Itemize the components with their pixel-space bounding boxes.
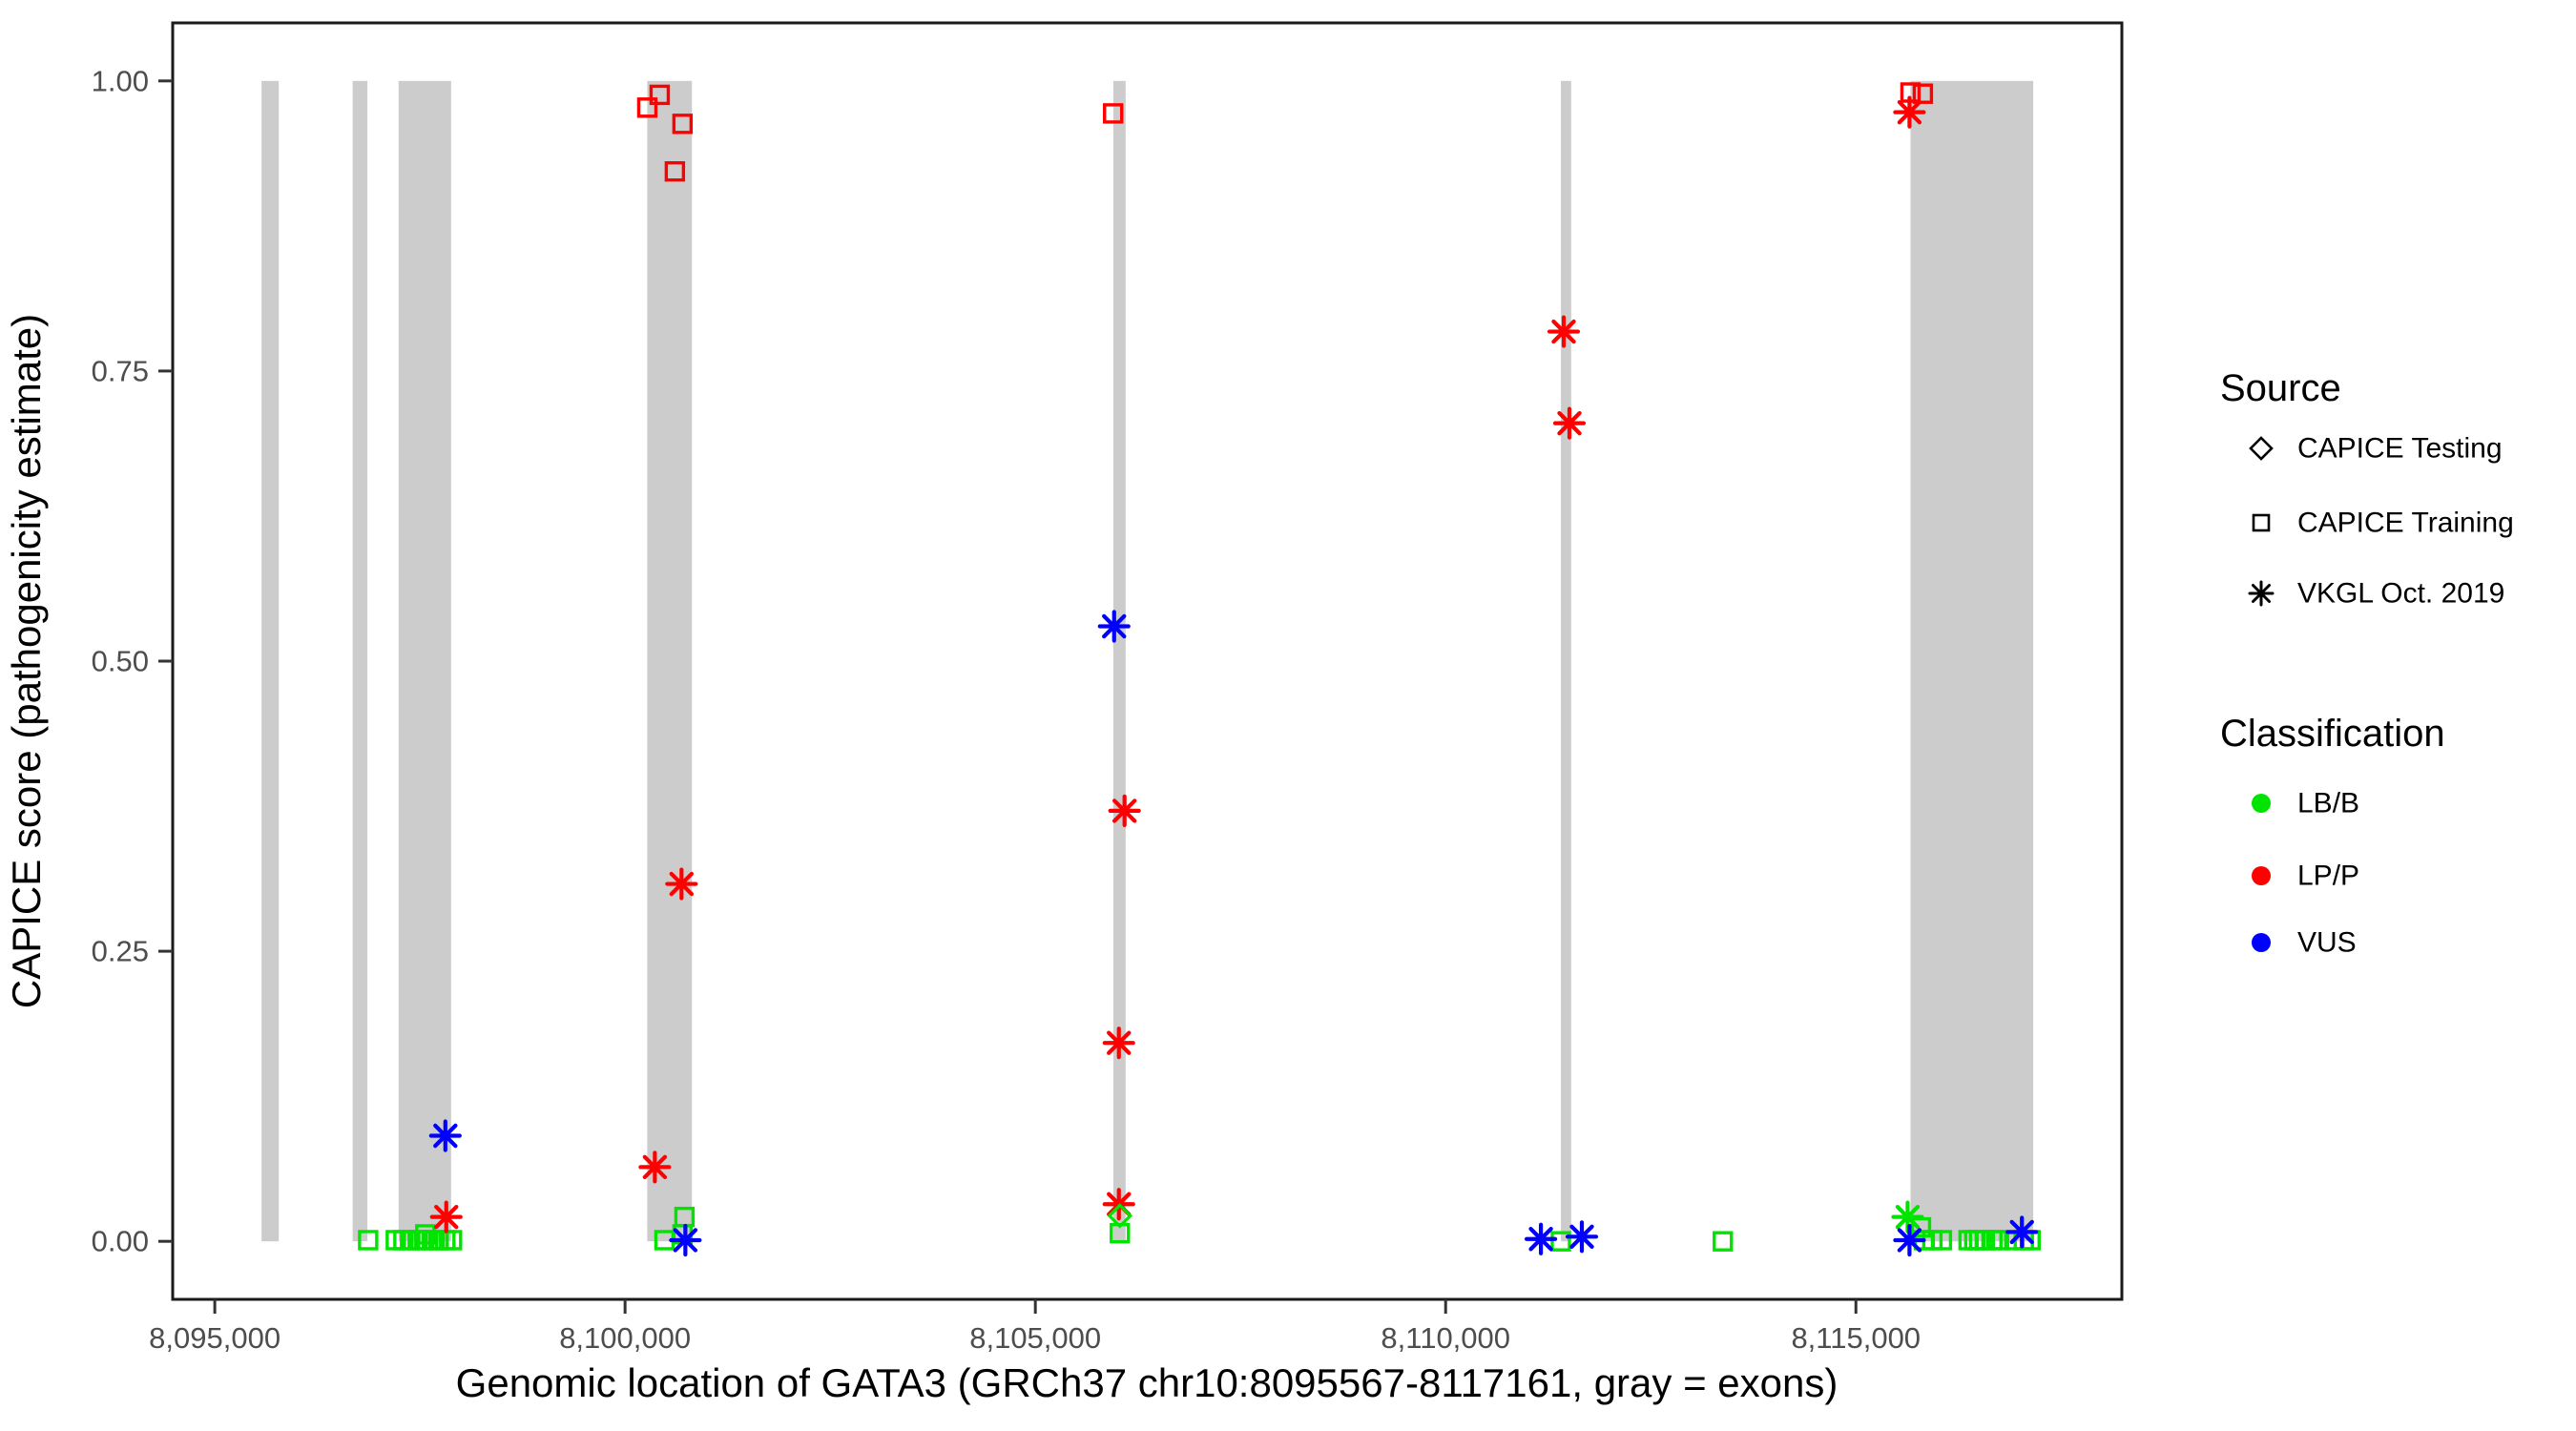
- legend-item-capice-training: CAPICE Training: [2252, 508, 2514, 539]
- data-point-square: [1931, 1230, 1953, 1251]
- legend: Source CAPICE Testing CAPICE Training VK…: [2220, 367, 2514, 959]
- data-point-asterisk: [1891, 1200, 1924, 1234]
- y-tick-label: 0.25: [92, 935, 149, 968]
- exon-band: [647, 80, 693, 1242]
- legend-item-vus: VUS: [2252, 927, 2357, 959]
- legend-item-label: VUS: [2297, 927, 2357, 959]
- legend-classification-title: Classification: [2220, 713, 2445, 755]
- x-axis-ticks: 8,095,000 8,100,000 8,105,000 8,110,000 8,11…: [149, 1299, 1921, 1355]
- x-tick-label: 8,095,000: [149, 1321, 280, 1355]
- exon-bands: [261, 80, 2034, 1242]
- exon-band: [398, 80, 451, 1242]
- data-point-square: [358, 1230, 379, 1251]
- diamond-icon: [2249, 436, 2274, 461]
- data-point-asterisk: [2005, 1215, 2039, 1249]
- legend-source-title: Source: [2220, 367, 2341, 409]
- x-tick-label: 8,100,000: [559, 1321, 691, 1355]
- legend-item-lbb: LB/B: [2252, 788, 2359, 819]
- square-icon: [2252, 513, 2271, 532]
- vus-dot-icon: [2252, 933, 2271, 952]
- data-point-asterisk: [1097, 610, 1131, 643]
- data-point-asterisk: [429, 1200, 463, 1234]
- lpp-dot-icon: [2252, 866, 2271, 885]
- data-point-asterisk: [1893, 1223, 1926, 1257]
- legend-item-vkgl: VKGL Oct. 2019: [2248, 578, 2504, 610]
- data-point-asterisk: [428, 1119, 462, 1152]
- data-point-square: [649, 84, 671, 106]
- y-tick-label: 0.50: [92, 645, 149, 678]
- data-point-asterisk: [1524, 1222, 1558, 1255]
- exon-band: [1910, 80, 2034, 1242]
- exon-band: [352, 80, 368, 1242]
- data-point-asterisk: [638, 1151, 672, 1184]
- data-point-square: [442, 1230, 463, 1251]
- data-point-square: [415, 1224, 436, 1245]
- asterisk-icon: [2248, 580, 2275, 607]
- x-axis-title: Genomic location of GATA3 (GRCh37 chr10:…: [456, 1360, 1839, 1405]
- legend-item-label: CAPICE Testing: [2297, 433, 2503, 465]
- x-tick-label: 8,105,000: [969, 1321, 1101, 1355]
- y-tick-label: 1.00: [92, 64, 149, 97]
- data-point-asterisk: [1893, 95, 1926, 129]
- exon-band: [1561, 80, 1571, 1242]
- y-tick-label: 0.75: [92, 354, 149, 387]
- x-tick-label: 8,110,000: [1381, 1321, 1510, 1355]
- data-point-asterisk: [1552, 406, 1587, 440]
- legend-item-lpp: LP/P: [2252, 861, 2359, 892]
- data-point-square: [1912, 83, 1934, 104]
- data-point-asterisk: [1108, 794, 1141, 828]
- legend-item-label: LP/P: [2297, 861, 2359, 892]
- data-point-square: [1713, 1231, 1734, 1252]
- legend-item-label: LB/B: [2297, 788, 2359, 819]
- data-point-square: [672, 114, 694, 135]
- y-axis-ticks: 1.00 0.75 0.50 0.25 0.00: [92, 64, 173, 1258]
- data-point-square: [1103, 103, 1124, 124]
- y-tick-label: 0.00: [92, 1225, 149, 1258]
- data-point-asterisk: [1547, 315, 1581, 348]
- data-point-square: [1988, 1230, 2009, 1251]
- data-point-square: [1550, 1231, 1571, 1252]
- data-point-asterisk: [1102, 1027, 1135, 1060]
- x-tick-label: 8,115,000: [1791, 1321, 1921, 1355]
- lbb-dot-icon: [2252, 794, 2271, 813]
- legend-item-label: CAPICE Training: [2297, 508, 2514, 539]
- legend-item-capice-testing: CAPICE Testing: [2249, 433, 2503, 465]
- legend-item-label: VKGL Oct. 2019: [2297, 578, 2504, 610]
- data-points: [358, 82, 2041, 1257]
- data-point-square: [664, 160, 686, 182]
- y-axis-title: CAPICE score (pathogenicity estimate): [4, 314, 49, 1008]
- data-point-square: [636, 97, 658, 118]
- data-point-diamond: [1107, 1203, 1133, 1229]
- data-point-asterisk: [669, 1223, 702, 1257]
- exon-band: [1112, 80, 1126, 1242]
- data-point-asterisk: [1565, 1220, 1599, 1254]
- data-point-asterisk: [665, 867, 698, 901]
- exon-band: [261, 80, 280, 1242]
